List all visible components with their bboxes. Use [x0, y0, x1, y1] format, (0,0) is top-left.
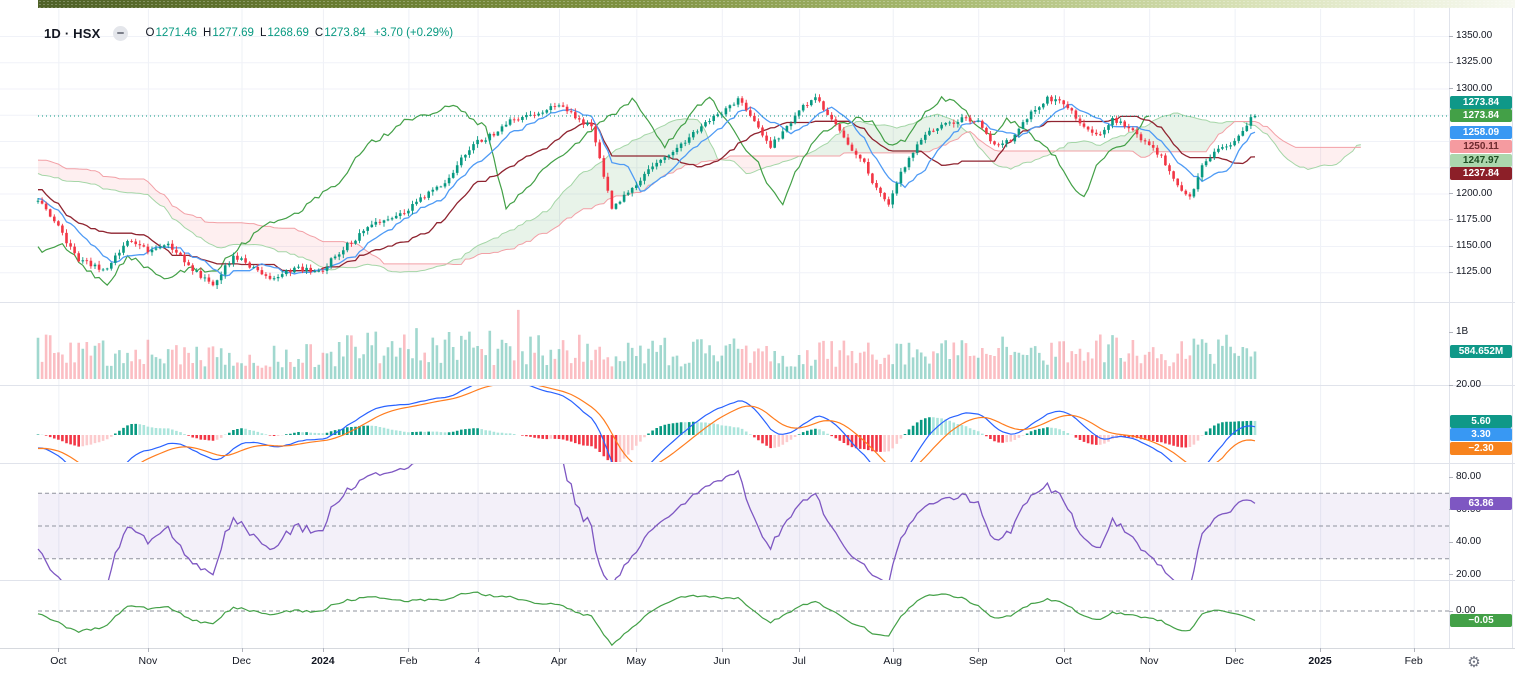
close-value: 1273.84	[324, 27, 366, 39]
time-axis-label: Jul	[792, 655, 806, 667]
time-axis-tick	[1234, 648, 1236, 652]
time-axis-label: Nov	[1139, 655, 1159, 667]
time-axis-tick	[1320, 648, 1322, 652]
time-axis-tick	[978, 648, 980, 652]
time-axis-label: 2024	[311, 655, 335, 667]
time-axis-label: 4	[474, 655, 481, 667]
time-axis-tick	[559, 648, 560, 652]
time-axis-label: Oct	[1055, 655, 1072, 667]
symbol-interval-label[interactable]: 1D · HSX	[44, 25, 101, 41]
time-axis-tick	[892, 648, 894, 652]
price-change: +3.70 (+0.29%)	[373, 27, 454, 39]
time-axis-tick	[721, 648, 723, 652]
gear-icon: ⚙	[1467, 654, 1481, 671]
time-axis-label: Aug	[883, 655, 903, 667]
chart-legend: 1D · HSX O 1271.46 H 1277.69 L 1268.69 C 127…	[44, 25, 453, 41]
time-axis-label: Jun	[713, 655, 731, 667]
time-axis-label: Apr	[550, 655, 568, 667]
open-label: O	[145, 27, 155, 39]
time-axis-tick	[241, 648, 243, 652]
low-value: 1268.69	[267, 27, 309, 39]
time-axis-tick	[147, 648, 149, 652]
ohlc-readout: O 1271.46 H 1277.69 L 1268.69 C 1273.84	[146, 27, 366, 39]
open-value: 1271.46	[155, 27, 198, 39]
high-value: 1277.69	[212, 27, 254, 39]
time-axis-label: Nov	[138, 655, 158, 667]
time-axis-label: Sep	[968, 655, 988, 667]
time-axis-tick	[1413, 648, 1415, 652]
time-axis-label: Oct	[50, 655, 67, 667]
time-axis-label: Feb	[399, 655, 418, 667]
time-axis-tick	[799, 648, 801, 652]
time-axis-label: Dec	[232, 655, 251, 667]
top-gradient-bar	[38, 0, 1515, 8]
minus-icon	[116, 32, 124, 34]
time-axis-label: May	[626, 655, 647, 667]
time-axis-tick	[1063, 648, 1065, 652]
time-axis-tick	[636, 648, 638, 652]
time-axis-tick	[408, 648, 410, 652]
time-axis-tick	[477, 648, 479, 652]
axis-settings-button[interactable]: ⚙	[1462, 651, 1486, 675]
time-axis[interactable]: Oct Nov Dec 2024 Feb 4 Apr May Jun Jul Aug Sep Oct No…	[0, 648, 1515, 686]
time-axis-tick	[322, 648, 324, 652]
close-label: C	[314, 27, 324, 39]
time-axis-label: Feb	[1404, 655, 1423, 667]
time-axis-tick	[58, 648, 60, 652]
low-label: L	[259, 27, 267, 39]
time-axis-label: Dec	[1225, 655, 1244, 667]
time-axis-tick	[1149, 648, 1151, 652]
high-label: H	[203, 27, 212, 39]
time-axis-label: 2025	[1308, 655, 1332, 667]
collapse-legend-button[interactable]	[112, 25, 128, 41]
